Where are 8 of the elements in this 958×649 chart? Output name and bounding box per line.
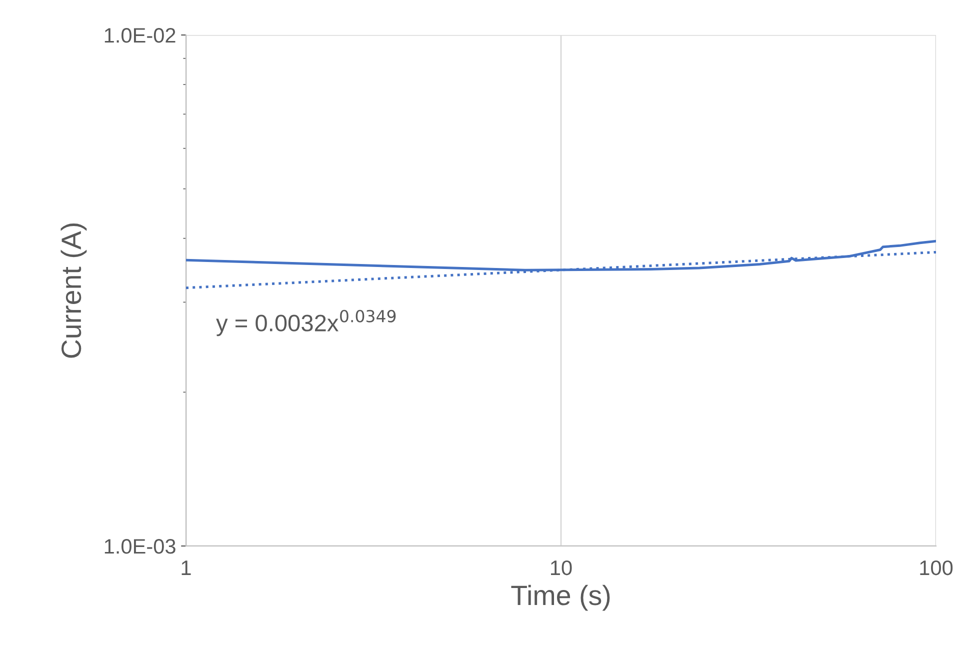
y-axis-title: Current (A) — [60, 224, 87, 358]
y-tick-label: 1.0E-03 — [104, 539, 176, 554]
y-tick-label: 1.0E-02 — [104, 28, 176, 43]
x-tick-label: 1 — [182, 560, 191, 575]
x-axis-title: Time (s) — [511, 584, 610, 611]
x-tick-label: 10 — [551, 560, 572, 576]
x-tick-label: 100 — [920, 560, 953, 576]
annotation: y = 0.0032x$^{0.0349}$ — [216, 310, 396, 336]
